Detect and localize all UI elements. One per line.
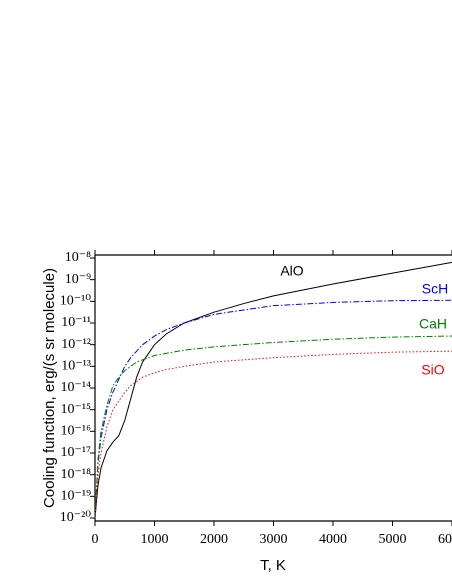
x-tick-label: 5000 — [379, 532, 407, 547]
x-tick-label: 6000 — [438, 532, 452, 547]
y-tick-label: 10⁻⁸ — [65, 250, 91, 265]
x-axis-title: T, K — [260, 557, 286, 574]
y-axis-title: Cooling function, erg/(s sr molecule) — [41, 268, 58, 508]
series-label: SiO — [421, 362, 444, 378]
series-line — [94, 261, 452, 519]
y-tick-label: 10⁻¹² — [61, 337, 91, 352]
y-tick-label: 10⁻²⁰ — [60, 510, 92, 525]
series-line — [94, 350, 452, 519]
x-tick-label: 4000 — [319, 532, 347, 547]
y-tick-label: 10⁻¹¹ — [61, 315, 91, 330]
y-tick-label: 10⁻¹⁵ — [61, 402, 92, 417]
series-line — [94, 299, 452, 519]
x-tick-label: 2000 — [200, 532, 228, 547]
y-tick-label: 10⁻⁹ — [65, 272, 91, 287]
x-tick-label: 1000 — [141, 532, 169, 547]
y-tick-label: 10⁻¹³ — [61, 359, 91, 374]
y-tick-label: 10⁻¹⁶ — [61, 424, 92, 439]
series-label: CaH — [419, 316, 447, 332]
series-line — [94, 335, 452, 519]
x-tick-label: 3000 — [260, 532, 288, 547]
y-tick-label: 10⁻¹⁸ — [61, 467, 92, 482]
series-label: AlO — [280, 263, 303, 279]
series-label: ScH — [422, 281, 448, 297]
y-tick-label: 10⁻¹⁹ — [61, 489, 92, 504]
x-tick-label: 0 — [92, 532, 99, 547]
y-tick-label: 10⁻¹⁷ — [61, 445, 92, 460]
y-tick-label: 10⁻¹⁴ — [61, 380, 92, 395]
y-tick-label: 10⁻¹⁰ — [60, 294, 92, 309]
